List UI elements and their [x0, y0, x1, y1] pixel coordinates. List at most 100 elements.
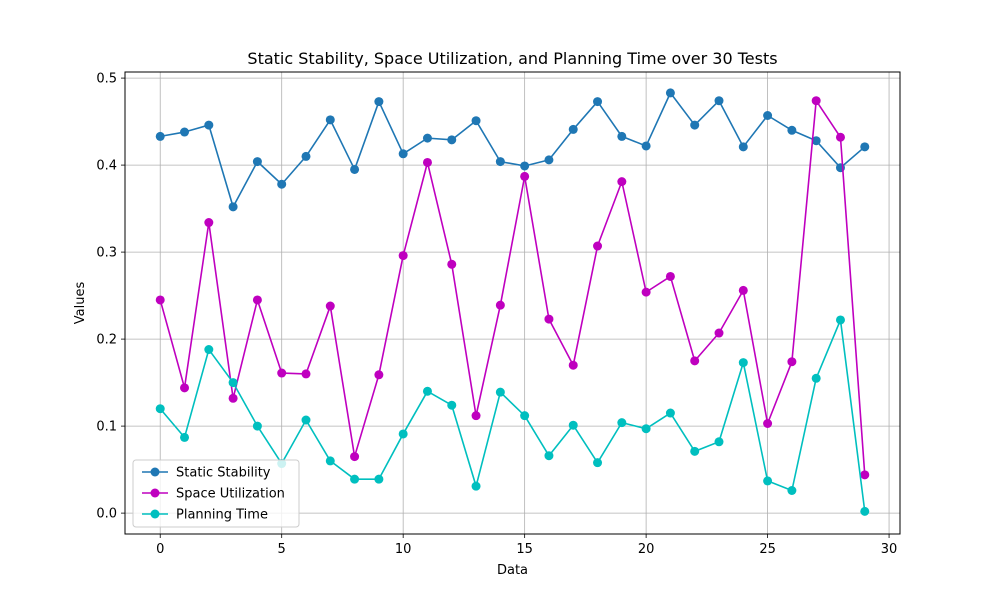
- data-point-static-stability: [252, 157, 262, 167]
- data-point-static-stability: [568, 124, 578, 134]
- series-static-stability: [155, 88, 870, 212]
- data-point-space-utilization: [422, 157, 432, 167]
- series-planning-time: [155, 315, 870, 516]
- data-point-static-stability: [690, 120, 700, 130]
- data-point-space-utilization: [787, 357, 797, 367]
- legend-marker-planning-time: [150, 509, 160, 519]
- data-point-static-stability: [495, 157, 505, 167]
- data-point-planning-time: [568, 420, 578, 430]
- data-point-planning-time: [665, 408, 675, 418]
- x-tick-label: 25: [759, 542, 776, 557]
- data-point-planning-time: [690, 446, 700, 456]
- data-point-static-stability: [277, 179, 287, 189]
- data-point-space-utilization: [544, 314, 554, 324]
- data-point-space-utilization: [228, 393, 238, 403]
- x-tick-label: 15: [516, 542, 533, 557]
- x-tick-label: 20: [638, 542, 655, 557]
- data-point-static-stability: [738, 142, 748, 152]
- legend-item-planning-time: Planning Time: [142, 508, 268, 523]
- data-point-space-utilization: [277, 368, 287, 378]
- chart-title: Static Stability, Space Utilization, and…: [247, 49, 777, 68]
- data-point-static-stability: [811, 136, 821, 146]
- legend-label-static-stability: Static Stability: [176, 466, 271, 481]
- data-point-static-stability: [422, 133, 432, 143]
- x-axis-label: Data: [497, 563, 528, 578]
- data-point-static-stability: [155, 131, 165, 141]
- data-point-space-utilization: [665, 271, 675, 281]
- plot-area-frame: [124, 71, 901, 535]
- data-point-space-utilization: [617, 177, 627, 187]
- data-point-space-utilization: [714, 328, 724, 338]
- legend-label-planning-time: Planning Time: [176, 508, 268, 523]
- data-point-space-utilization: [301, 369, 311, 379]
- data-point-static-stability: [787, 125, 797, 135]
- data-point-planning-time: [180, 432, 190, 442]
- data-point-static-stability: [520, 161, 530, 171]
- data-point-space-utilization: [155, 295, 165, 305]
- y-tick-label: 0.1: [96, 420, 117, 435]
- data-point-planning-time: [787, 485, 797, 495]
- data-point-planning-time: [422, 386, 432, 396]
- data-point-planning-time: [544, 451, 554, 461]
- data-point-static-stability: [471, 116, 481, 126]
- data-point-space-utilization: [447, 259, 457, 269]
- data-point-space-utilization: [471, 411, 481, 421]
- y-tick-label: 0.0: [96, 507, 117, 522]
- data-point-space-utilization: [325, 301, 335, 311]
- series-line-static-stability: [160, 92, 866, 208]
- data-point-static-stability: [860, 142, 870, 152]
- data-point-space-utilization: [835, 132, 845, 142]
- data-point-space-utilization: [204, 218, 214, 228]
- series-group: [155, 88, 870, 516]
- data-point-static-stability: [374, 97, 384, 107]
- data-point-static-stability: [204, 120, 214, 130]
- data-point-static-stability: [398, 149, 408, 159]
- x-tick-label: 5: [278, 542, 286, 557]
- data-point-space-utilization: [593, 241, 603, 251]
- y-tick-label: 0.3: [96, 246, 117, 261]
- data-point-space-utilization: [350, 452, 360, 462]
- data-point-space-utilization: [641, 287, 651, 297]
- data-point-space-utilization: [398, 251, 408, 261]
- data-point-space-utilization: [180, 383, 190, 393]
- data-point-planning-time: [155, 404, 165, 414]
- series-space-utilization: [155, 96, 870, 480]
- data-point-space-utilization: [374, 370, 384, 380]
- data-point-space-utilization: [738, 285, 748, 295]
- data-point-planning-time: [447, 400, 457, 410]
- data-point-static-stability: [544, 155, 554, 165]
- data-point-space-utilization: [495, 300, 505, 310]
- legend: Static Stability Space Utilization Plannin…: [132, 459, 300, 528]
- legend-marker-space-utilization: [150, 488, 160, 498]
- data-point-static-stability: [763, 111, 773, 121]
- data-point-space-utilization: [520, 171, 530, 181]
- data-point-space-utilization: [860, 470, 870, 480]
- legend-label-space-utilization: Space Utilization: [176, 487, 285, 502]
- data-point-static-stability: [180, 127, 190, 137]
- data-point-planning-time: [228, 378, 238, 388]
- y-axis-label: Values: [73, 282, 88, 325]
- y-tick-label: 0.2: [96, 333, 117, 348]
- data-point-static-stability: [617, 131, 627, 141]
- data-point-planning-time: [374, 474, 384, 484]
- data-point-planning-time: [617, 418, 627, 428]
- data-point-planning-time: [520, 411, 530, 421]
- data-point-static-stability: [641, 141, 651, 151]
- data-point-static-stability: [447, 135, 457, 145]
- data-point-planning-time: [860, 506, 870, 516]
- data-point-planning-time: [835, 315, 845, 325]
- data-point-planning-time: [811, 373, 821, 383]
- data-point-static-stability: [325, 115, 335, 125]
- data-point-planning-time: [252, 421, 262, 431]
- data-point-static-stability: [593, 97, 603, 107]
- data-point-planning-time: [301, 415, 311, 425]
- data-point-planning-time: [714, 437, 724, 447]
- data-point-space-utilization: [763, 419, 773, 429]
- data-point-planning-time: [763, 476, 773, 486]
- x-tick-label: 0: [156, 542, 164, 557]
- data-point-space-utilization: [568, 360, 578, 370]
- data-point-space-utilization: [690, 356, 700, 366]
- legend-box: [132, 459, 300, 528]
- data-point-space-utilization: [811, 96, 821, 106]
